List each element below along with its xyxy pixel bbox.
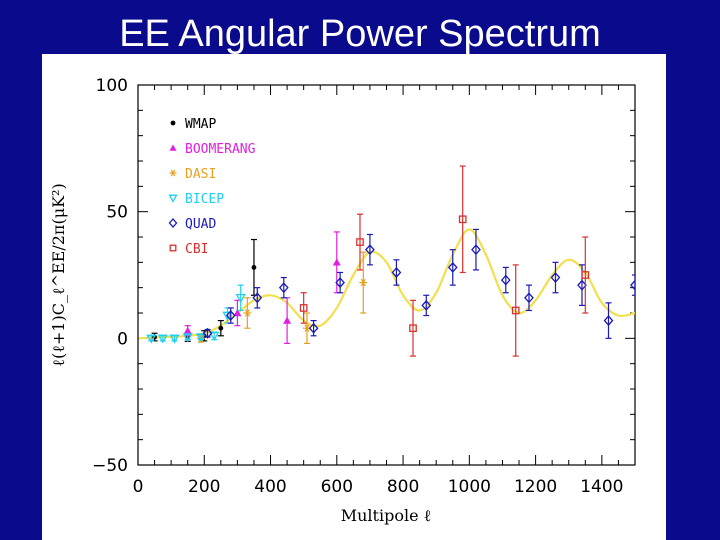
slide-title: EE Angular Power Spectrum — [119, 13, 601, 55]
legend-marker-dasi — [169, 169, 177, 177]
legend-marker-cbi — [169, 244, 177, 252]
data-point-quad — [630, 274, 635, 296]
legend-item-wmap: WMAP — [170, 117, 216, 132]
data-point-bicep — [209, 331, 220, 342]
y-axis-label: ℓ(ℓ+1)C_ℓ^EE/2π(μK²) — [49, 183, 68, 366]
legend: WMAP BOOMERANG DASI BICEP QUAD CBI — [168, 117, 256, 257]
legend-marker-wmap — [170, 120, 176, 126]
x-tick-label: 1000 — [448, 477, 491, 497]
data-point-quad — [278, 276, 289, 299]
data-point-dasi — [243, 297, 252, 329]
x-tick-label: 200 — [188, 477, 220, 497]
series-dasi — [196, 251, 368, 344]
x-tick-label: 400 — [254, 477, 286, 497]
model-curve — [138, 228, 635, 340]
plot-panel: −50 0 50 100 0 200 400 600 800 1000 1200 1400 WMAP… — [42, 54, 666, 540]
legend-item-dasi: DASI — [169, 167, 216, 182]
legend-item-bicep: BICEP — [168, 192, 224, 207]
legend-item-quad: QUAD — [168, 217, 216, 232]
legend-label: CBI — [185, 242, 208, 257]
data-point-quad — [421, 294, 432, 317]
data-point-dasi — [359, 251, 368, 314]
model-curve-layer — [138, 228, 635, 340]
data-point-cbi — [511, 264, 520, 357]
data-point-quad — [447, 249, 458, 286]
y-tick-label: 0 — [117, 329, 128, 349]
x-tick-label: 800 — [387, 477, 419, 497]
data-point-quad — [202, 327, 213, 339]
data-point-quad — [550, 261, 561, 294]
legend-item-cbi: CBI — [169, 242, 208, 257]
x-axis-label: Multipole ℓ — [341, 506, 432, 525]
x-ticks: 0 200 400 600 800 1000 1200 1400 — [133, 85, 636, 497]
data-points-layer — [146, 165, 635, 357]
legend-item-boomerang: BOOMERANG — [169, 142, 256, 157]
data-point-quad — [500, 266, 511, 294]
series-bicep — [146, 284, 246, 344]
data-point-cbi — [458, 165, 467, 274]
data-point-quad — [471, 228, 481, 271]
legend-label: BOOMERANG — [185, 142, 256, 157]
data-point-bicep — [195, 333, 207, 343]
x-tick-label: 600 — [321, 477, 353, 497]
legend-marker-quad — [168, 218, 178, 228]
x-tick-label: 1400 — [580, 477, 623, 497]
legend-label: QUAD — [185, 217, 216, 232]
legend-marker-boomerang — [169, 144, 177, 151]
data-point-quad — [365, 233, 375, 266]
data-point-cbi — [409, 299, 417, 357]
data-point-quad — [252, 287, 263, 309]
x-tick-label: 1200 — [514, 477, 557, 497]
data-point-quad — [603, 302, 614, 339]
data-point-bicep — [235, 284, 246, 312]
data-point-cbi — [581, 236, 590, 314]
legend-label: WMAP — [185, 117, 216, 132]
data-point-quad — [391, 259, 402, 286]
y-tick-label: −50 — [92, 456, 128, 476]
data-point-bicep — [182, 333, 193, 343]
data-point-cbi — [299, 292, 308, 324]
data-point-bicep — [157, 334, 168, 344]
series-quad — [202, 228, 635, 339]
data-point-quad — [524, 284, 534, 312]
data-point-bicep — [146, 334, 157, 344]
legend-marker-bicep — [168, 194, 178, 203]
legend-label: DASI — [185, 167, 216, 182]
data-point-quad — [225, 307, 236, 324]
data-point-bicep — [169, 334, 180, 344]
y-tick-label: 100 — [96, 76, 128, 96]
y-ticks: −50 0 50 100 — [92, 76, 635, 476]
x-tick-label: 0 — [133, 477, 144, 497]
y-tick-label: 50 — [106, 203, 128, 223]
data-point-cbi — [356, 213, 364, 271]
data-point-dasi — [302, 312, 311, 344]
series-cbi — [299, 165, 590, 357]
data-point-quad — [335, 271, 345, 294]
data-point-wmap — [217, 320, 224, 337]
data-point-wmap — [250, 238, 257, 296]
data-point-quad — [308, 320, 319, 337]
legend-label: BICEP — [185, 192, 224, 207]
